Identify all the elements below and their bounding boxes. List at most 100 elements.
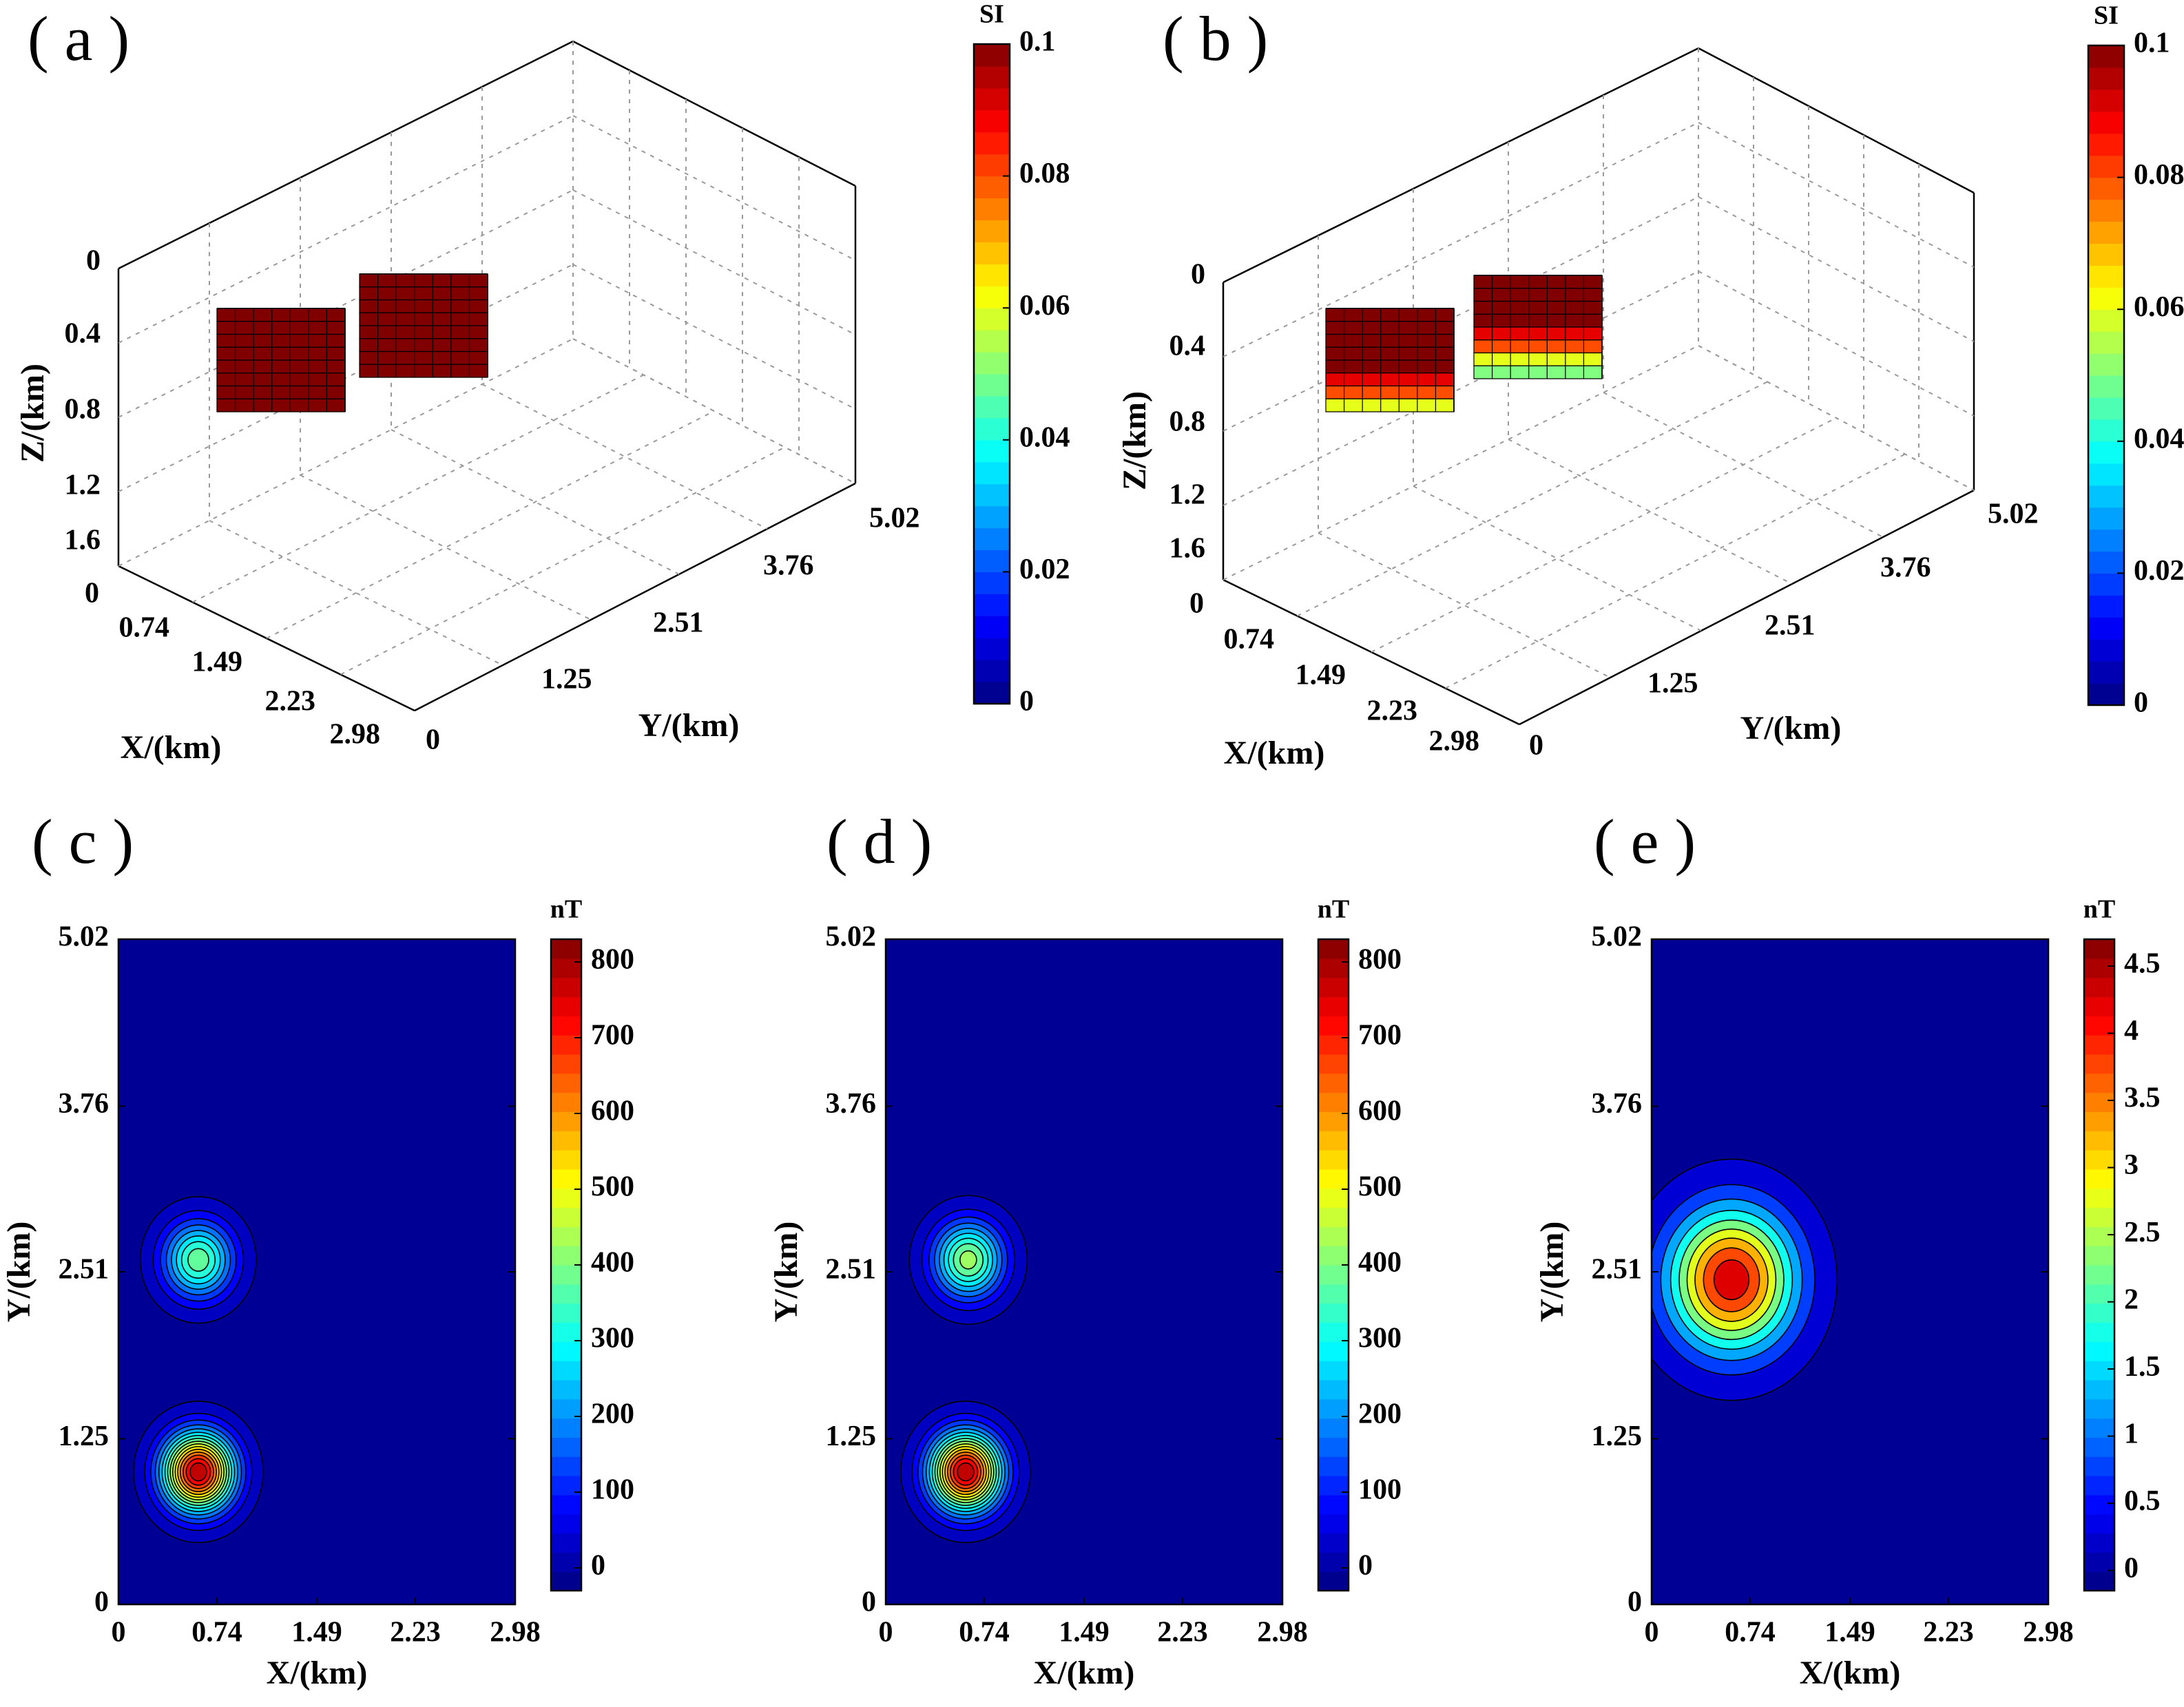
- voxel-face-front: [1325, 321, 1455, 335]
- contour-band: [189, 1462, 207, 1482]
- panel-b: ( b ) 0 0.4 0.8 1.2 1.6 0 0.74 1.49 2.23 2.98 0 1.25…: [1116, 3, 2038, 771]
- colorbar-tick-label: 200: [1358, 1399, 1402, 1430]
- gridline: [572, 338, 856, 484]
- colorbar-swatch: [974, 417, 1010, 441]
- colorbar-swatch: [974, 87, 1010, 111]
- colorbar-swatch: [974, 264, 1010, 286]
- voxel-face-front: [216, 359, 346, 374]
- colorbar-swatch: [1318, 1207, 1349, 1227]
- colorbar-swatch: [1318, 1456, 1349, 1476]
- gridline: [572, 115, 856, 261]
- panel-label: ( d ): [826, 806, 932, 877]
- colorbar-swatch: [1318, 1073, 1349, 1093]
- colorbar-swatch: [2088, 397, 2124, 420]
- voxel-face-front: [1473, 339, 1603, 354]
- gridline: [209, 520, 503, 666]
- colorbar-swatch: [551, 1341, 581, 1361]
- colorbar-swatch: [2088, 485, 2124, 508]
- axes-walls: [117, 40, 857, 712]
- colorbar-c: 0 100 200 300 400 500 600 700 800 nT: [550, 895, 634, 1592]
- colorbar-swatch: [551, 1379, 581, 1400]
- colorbar-swatch: [2088, 243, 2124, 266]
- voxel-face-front: [1325, 333, 1455, 348]
- gridline: [118, 189, 574, 418]
- colorbar-swatch: [551, 1399, 581, 1419]
- voxel-face-front: [1325, 308, 1455, 322]
- colorbar-swatch: [1318, 1246, 1349, 1266]
- y-tick-label: 0: [1627, 1586, 1642, 1618]
- colorbar-swatch: [1318, 1188, 1349, 1208]
- voxel-body: [1325, 308, 1455, 412]
- colorbar-swatch: [974, 594, 1010, 616]
- x-axis-label: X/(km): [1800, 1655, 1901, 1691]
- colorbar-swatch: [2088, 309, 2124, 332]
- colorbar-tick-label: 0.02: [1019, 554, 1070, 585]
- voxel-face-front: [359, 364, 488, 378]
- colorbar-swatch: [2084, 996, 2114, 1016]
- colorbar-swatch: [551, 1188, 581, 1208]
- x-tick-label: 1.49: [192, 647, 243, 678]
- voxel-face-front: [1325, 385, 1455, 399]
- axis-edge: [414, 482, 856, 712]
- y-tick-label: 3.76: [1592, 1088, 1643, 1120]
- z-tick-label: 0.4: [1169, 331, 1206, 362]
- colorbar-swatch: [551, 1226, 581, 1246]
- contour-field: [133, 1195, 264, 1544]
- colorbar-swatch: [2088, 551, 2124, 574]
- colorbar-swatch: [1318, 1571, 1349, 1591]
- colorbar-swatch: [2084, 1035, 2114, 1055]
- colorbar-tick-label: 0: [1358, 1550, 1373, 1582]
- colorbar-tick-label: 800: [1358, 944, 1402, 976]
- colorbar-swatch: [2088, 595, 2124, 618]
- colorbar-swatch: [2084, 977, 2114, 998]
- contour-field: [900, 1195, 1031, 1544]
- colorbar-swatch: [974, 220, 1010, 242]
- colorbar-swatch: [2088, 441, 2124, 464]
- colorbar-swatch: [551, 1303, 581, 1323]
- panel-label: ( e ): [1594, 806, 1696, 877]
- colorbar-frame: [2087, 44, 2125, 706]
- y-tick-label: 5.02: [1592, 921, 1643, 953]
- colorbar-swatch: [2088, 265, 2124, 288]
- colorbar-swatch: [2088, 287, 2124, 310]
- voxel-face-front: [359, 312, 488, 326]
- y-tick-label: 1.25: [541, 664, 592, 695]
- colorbar-swatch: [1318, 1418, 1349, 1438]
- x-axis-label: X/(km): [267, 1655, 368, 1691]
- colorbar-swatch: [1318, 1552, 1349, 1572]
- voxel-face-front: [216, 321, 346, 335]
- colorbar-swatch: [2084, 1054, 2114, 1074]
- colorbar-swatch: [2088, 419, 2124, 442]
- y-tick-label: 2.51: [653, 607, 704, 639]
- colorbar-title: SI: [2094, 1, 2119, 30]
- colorbar-swatch: [1318, 996, 1349, 1016]
- colorbar-swatch: [974, 461, 1010, 485]
- panel-e: ( e ) 0 0.74 1.49 2.23 2.98 0 1.25 2.51 3.76 5.02 X…: [1534, 806, 2074, 1691]
- x-tick-label: 0.74: [1224, 624, 1275, 656]
- voxel-face-front: [359, 273, 488, 288]
- colorbar-swatch: [974, 572, 1010, 594]
- colorbar-tick-label: 0: [2124, 1552, 2139, 1584]
- axis-edge: [572, 40, 856, 187]
- colorbar-swatch: [551, 1322, 581, 1342]
- colorbar-tick-label: 3: [2124, 1149, 2139, 1181]
- colorbar-tick-label: 400: [591, 1247, 634, 1279]
- panel-a: ( a ) 0 0.4 0.8 1.2 1.6 0 0.74 1.49 2.23 2.98 0 1.25…: [14, 3, 919, 766]
- voxel-face-front: [216, 385, 346, 399]
- colorbar-swatch: [551, 1169, 581, 1189]
- z-tick-label: 0: [1191, 259, 1205, 291]
- colorbar-swatch: [2088, 89, 2124, 112]
- colorbar-swatch: [2088, 353, 2124, 376]
- colorbar-swatch: [974, 682, 1010, 704]
- colorbar-swatch: [974, 374, 1010, 397]
- voxel-face-front: [1473, 288, 1603, 302]
- x-tick-label: 0.74: [191, 1617, 242, 1648]
- gridline: [118, 264, 574, 492]
- voxel-face-front: [359, 325, 488, 339]
- colorbar-tick-label: 2.5: [2124, 1217, 2161, 1248]
- colorbar-swatch: [551, 1073, 581, 1093]
- colorbar-swatch: [2088, 573, 2124, 596]
- colorbar-swatch: [2084, 1533, 2114, 1553]
- colorbar-title: nT: [2083, 895, 2115, 924]
- z-tick-label: 0.8: [1169, 406, 1206, 438]
